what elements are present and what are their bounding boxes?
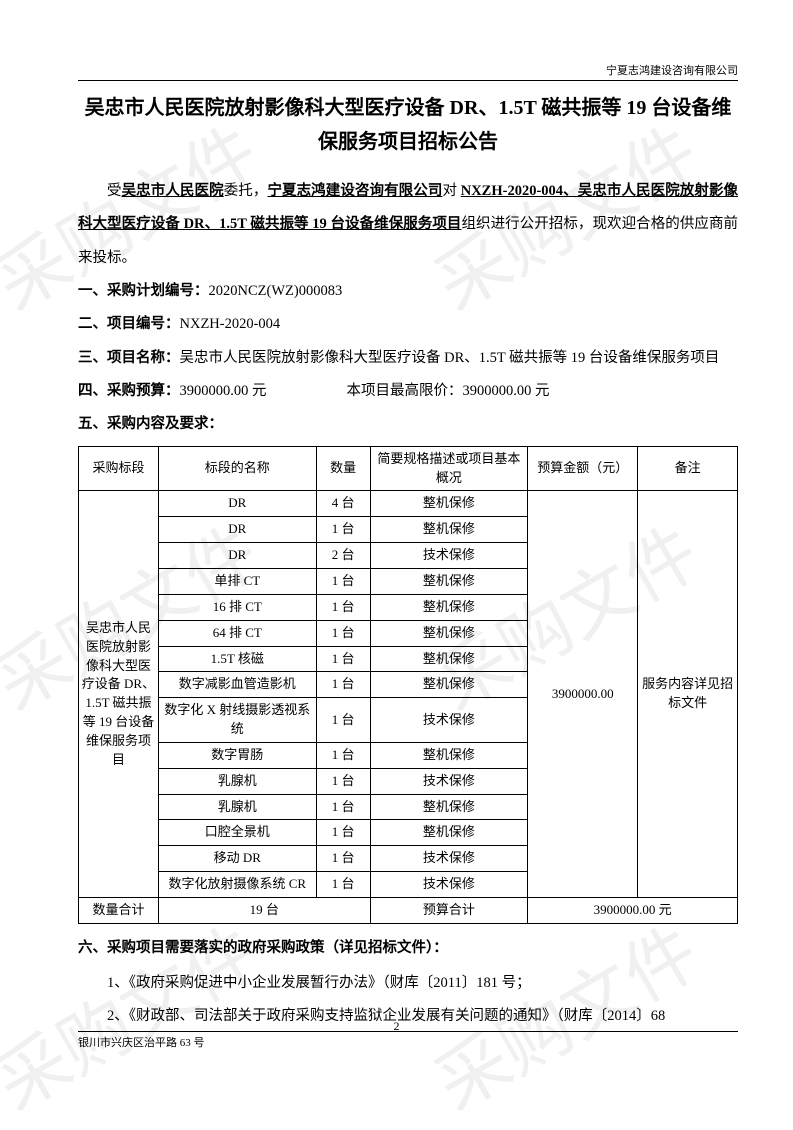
- procurement-table: 采购标段 标段的名称 数量 简要规格描述或项目基本概况 预算金额（元） 备注 吴…: [78, 446, 738, 924]
- total-spec: 预算合计: [370, 897, 528, 923]
- section-2-value: NXZH-2020-004: [180, 316, 281, 332]
- cell-spec: 整机保修: [370, 568, 528, 594]
- table-row: 吴忠市人民医院放射影像科大型医疗设备 DR、1.5T 磁共振等 19 台设备维保…: [79, 491, 738, 517]
- cell-name: 数字胃肠: [158, 742, 316, 768]
- section-2: 二、项目编号：NXZH-2020-004: [78, 308, 738, 341]
- merged-remark-cell: 服务内容详见招标文件: [638, 491, 738, 898]
- total-qty: 19 台: [158, 897, 370, 923]
- th-remark: 备注: [638, 446, 738, 491]
- section-6-label: 六、采购项目需要落实的政府采购政策（详见招标文件）：: [78, 940, 448, 956]
- section-5-label: 五、采购内容及要求：: [78, 416, 223, 432]
- section-4-label: 四、采购预算：: [78, 383, 180, 399]
- header-company: 宁夏志鸿建设咨询有限公司: [78, 62, 738, 81]
- cell-qty: 1 台: [316, 872, 370, 898]
- cell-qty: 1 台: [316, 620, 370, 646]
- cell-spec: 整机保修: [370, 672, 528, 698]
- table-total-row: 数量合计19 台预算合计3900000.00 元: [79, 897, 738, 923]
- cell-spec: 整机保修: [370, 794, 528, 820]
- cell-spec: 整机保修: [370, 517, 528, 543]
- cell-qty: 4 台: [316, 491, 370, 517]
- intro-mid2: 对: [442, 183, 460, 199]
- section-1-value: 2020NCZ(WZ)000083: [209, 283, 343, 299]
- intro-agent: 宁夏志鸿建设咨询有限公司: [267, 183, 442, 199]
- cell-name: 乳腺机: [158, 794, 316, 820]
- cell-name: 单排 CT: [158, 568, 316, 594]
- cell-qty: 1 台: [316, 568, 370, 594]
- cell-qty: 1 台: [316, 794, 370, 820]
- cell-qty: 1 台: [316, 594, 370, 620]
- section-3: 三、项目名称：吴忠市人民医院放射影像科大型医疗设备 DR、1.5T 磁共振等 1…: [78, 342, 738, 375]
- section-2-label: 二、项目编号：: [78, 316, 180, 332]
- cell-name: 数字化放射摄像系统 CR: [158, 872, 316, 898]
- cell-name: 乳腺机: [158, 768, 316, 794]
- cell-qty: 1 台: [316, 846, 370, 872]
- cell-spec: 整机保修: [370, 646, 528, 672]
- cell-name: 移动 DR: [158, 846, 316, 872]
- th-spec: 简要规格描述或项目基本概况: [370, 446, 528, 491]
- cell-spec: 整机保修: [370, 594, 528, 620]
- cell-qty: 1 台: [316, 672, 370, 698]
- section-1-label: 一、采购计划编号：: [78, 283, 209, 299]
- cell-qty: 1 台: [316, 646, 370, 672]
- merged-section-cell: 吴忠市人民医院放射影像科大型医疗设备 DR、1.5T 磁共振等 19 台设备维保…: [79, 491, 159, 898]
- cell-spec: 技术保修: [370, 768, 528, 794]
- section-3-value: 吴忠市人民医院放射影像科大型医疗设备 DR、1.5T 磁共振等 19 台设备维保…: [180, 350, 720, 366]
- section-4-max-label: 本项目最高限价：: [347, 383, 463, 399]
- cell-spec: 技术保修: [370, 698, 528, 743]
- cell-spec: 整机保修: [370, 742, 528, 768]
- intro-prefix: 受: [107, 183, 122, 199]
- cell-qty: 1 台: [316, 742, 370, 768]
- section-4-max-value: 3900000.00 元: [463, 383, 550, 399]
- cell-spec: 整机保修: [370, 820, 528, 846]
- intro-client: 吴忠市人民医院: [122, 183, 224, 199]
- cell-name: 1.5T 核磁: [158, 646, 316, 672]
- cell-name: 数字减影血管造影机: [158, 672, 316, 698]
- th-name: 标段的名称: [158, 446, 316, 491]
- cell-spec: 整机保修: [370, 491, 528, 517]
- section-3-label: 三、项目名称：: [78, 350, 180, 366]
- cell-qty: 1 台: [316, 768, 370, 794]
- cell-name: DR: [158, 543, 316, 569]
- policy-item: 1、《政府采购促进中小企业发展暂行办法》（财库〔2011〕181 号；: [78, 967, 738, 1000]
- cell-qty: 2 台: [316, 543, 370, 569]
- footer-address: 银川市兴庆区治平路 63 号: [78, 1031, 738, 1050]
- cell-spec: 整机保修: [370, 620, 528, 646]
- cell-qty: 1 台: [316, 698, 370, 743]
- cell-spec: 技术保修: [370, 543, 528, 569]
- cell-name: DR: [158, 491, 316, 517]
- cell-name: 数字化 X 射线摄影透视系统: [158, 698, 316, 743]
- cell-name: 16 排 CT: [158, 594, 316, 620]
- section-6: 六、采购项目需要落实的政府采购政策（详见招标文件）：: [78, 932, 738, 965]
- cell-name: 64 排 CT: [158, 620, 316, 646]
- cell-qty: 1 台: [316, 517, 370, 543]
- total-budget: 3900000.00 元: [528, 897, 738, 923]
- cell-name: 口腔全景机: [158, 820, 316, 846]
- th-qty: 数量: [316, 446, 370, 491]
- cell-spec: 技术保修: [370, 872, 528, 898]
- page-title: 吴忠市人民医院放射影像科大型医疗设备 DR、1.5T 磁共振等 19 台设备维保…: [78, 91, 738, 159]
- table-header-row: 采购标段 标段的名称 数量 简要规格描述或项目基本概况 预算金额（元） 备注: [79, 446, 738, 491]
- intro-mid1: 委托，: [224, 183, 268, 199]
- merged-budget-cell: 3900000.00: [528, 491, 638, 898]
- page-content: 宁夏志鸿建设咨询有限公司 吴忠市人民医院放射影像科大型医疗设备 DR、1.5T …: [78, 62, 738, 1034]
- total-label: 数量合计: [79, 897, 159, 923]
- cell-qty: 1 台: [316, 820, 370, 846]
- cell-spec: 技术保修: [370, 846, 528, 872]
- section-4: 四、采购预算：3900000.00 元 本项目最高限价：3900000.00 元: [78, 375, 738, 408]
- section-4-value: 3900000.00 元: [180, 383, 267, 399]
- th-budget: 预算金额（元）: [528, 446, 638, 491]
- section-1: 一、采购计划编号：2020NCZ(WZ)000083: [78, 275, 738, 308]
- intro-paragraph: 受吴忠市人民医院委托，宁夏志鸿建设咨询有限公司对 NXZH-2020-004、吴…: [78, 175, 738, 275]
- th-section: 采购标段: [79, 446, 159, 491]
- section-5: 五、采购内容及要求：: [78, 408, 738, 441]
- cell-name: DR: [158, 517, 316, 543]
